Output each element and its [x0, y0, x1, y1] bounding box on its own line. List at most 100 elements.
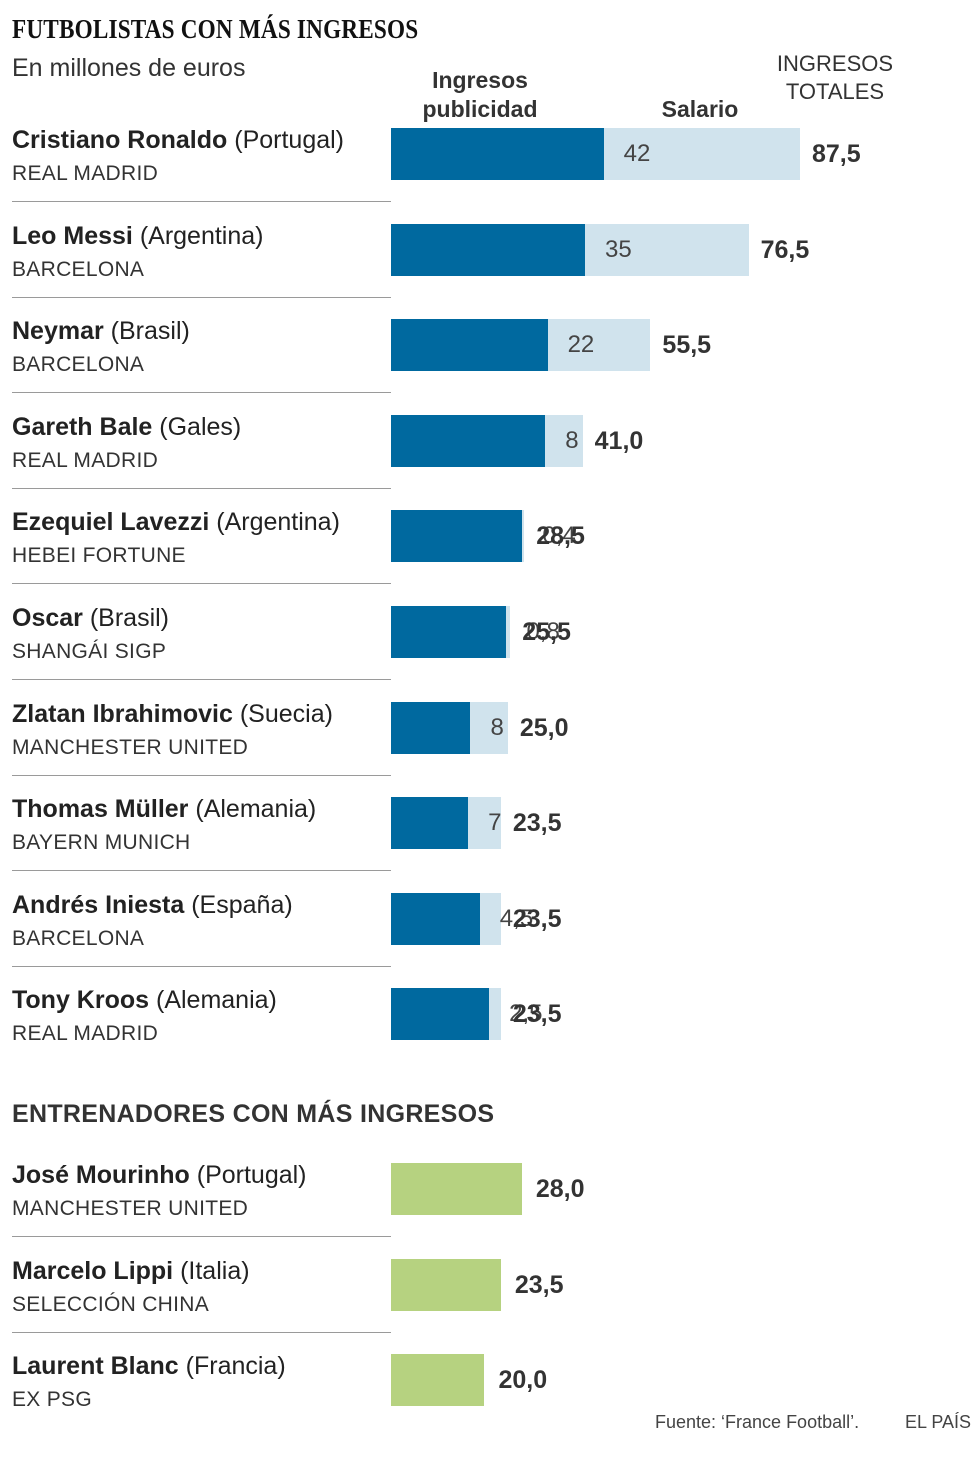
salario-label: 22: [567, 331, 595, 358]
club-label: EX PSG: [12, 1388, 92, 1411]
bar-publicidad: [391, 797, 469, 849]
row-separator: [12, 297, 391, 298]
bar-salario: [479, 893, 501, 945]
bar-salario: [603, 128, 800, 180]
total-label: 20,0: [498, 1366, 548, 1394]
bar-total: [391, 1259, 501, 1311]
salario-label: 42: [623, 140, 651, 167]
club-label: SELECCIÓN CHINA: [12, 1293, 210, 1316]
brand-label: EL PAÍS: [905, 1412, 972, 1432]
row-name: Thomas Müller (Alemania): [12, 795, 316, 824]
bar-publicidad: [391, 606, 507, 658]
coaches-title: ENTRENADORES CON MÁS INGRESOS: [12, 1100, 495, 1128]
person-country: (Suecia): [232, 700, 333, 728]
salario-label: 2,5: [509, 1000, 543, 1027]
bar-publicidad: [391, 988, 490, 1040]
person-name: Zlatan Ibrahimovic: [12, 700, 233, 728]
person-name: Laurent Blanc: [12, 1352, 179, 1380]
person-country: (Argentina): [209, 508, 340, 536]
person-name: Cristiano Ronaldo: [12, 126, 228, 154]
club-label: REAL MADRID: [12, 1022, 159, 1045]
row-separator: [12, 201, 391, 202]
row-separator: [12, 775, 391, 776]
row-name: Zlatan Ibrahimovic (Suecia): [12, 700, 333, 729]
salario-label: 8: [490, 714, 504, 741]
row-name: Cristiano Ronaldo (Portugal): [12, 126, 344, 155]
person-name: José Mourinho: [12, 1161, 190, 1189]
row-separator: [12, 966, 391, 967]
club-label: REAL MADRID: [12, 162, 159, 185]
person-country: (Argentina): [132, 222, 264, 250]
person-country: (Gales): [152, 413, 242, 441]
legend-totales: INGRESOS TOTALES: [776, 51, 894, 104]
person-name: Ezequiel Lavezzi: [12, 508, 210, 536]
person-name: Neymar: [12, 317, 104, 345]
row-separator: [12, 870, 391, 871]
person-name: Tony Kroos: [12, 986, 150, 1014]
salario-label: 4,5: [499, 905, 534, 932]
total-label: 28,5: [536, 522, 585, 550]
bar-total: [391, 1354, 485, 1406]
row-separator: [12, 679, 391, 680]
total-label: 41,0: [594, 427, 644, 455]
row-separator: [12, 1332, 391, 1333]
row-name: Marcelo Lippi (Italia): [12, 1257, 250, 1286]
person-country: (Italia): [173, 1257, 250, 1285]
salario-label: 7: [488, 809, 502, 836]
row-separator: [12, 583, 391, 584]
club-label: REAL MADRID: [12, 449, 159, 472]
row-name: Leo Messi (Argentina): [12, 222, 264, 251]
person-country: (Alemania): [149, 986, 277, 1014]
bar-publicidad: [391, 319, 548, 371]
row-name: Neymar (Brasil): [12, 317, 190, 346]
total-label: 55,5: [662, 331, 712, 359]
chart-subtitle: En millones de euros: [12, 54, 246, 82]
total-label: 23,5: [512, 905, 562, 933]
person-name: Oscar: [12, 604, 83, 632]
person-name: Marcelo Lippi: [12, 1257, 174, 1285]
salario-label: 8: [565, 427, 579, 454]
row-name: Andrés Iniesta (España): [12, 891, 293, 920]
total-label: 28,0: [535, 1175, 585, 1203]
row-separator: [12, 1236, 391, 1237]
total-label: 23,5: [512, 1000, 562, 1028]
bar-salario: [489, 988, 501, 1040]
bar-salario: [468, 797, 501, 849]
club-label: BARCELONA: [12, 353, 145, 376]
row-name: José Mourinho (Portugal): [12, 1161, 307, 1190]
total-label: 25,0: [519, 714, 569, 742]
legend-publicidad: Ingresos publicidad: [422, 67, 538, 122]
bar-publicidad: [391, 224, 585, 276]
total-label: 23,5: [512, 809, 562, 837]
person-country: (Portugal): [189, 1161, 307, 1189]
club-label: BARCELONA: [12, 258, 145, 281]
legend-salario: Salario: [661, 96, 739, 122]
club-label: HEBEI FORTUNE: [12, 544, 186, 567]
bar-salario: [506, 606, 511, 658]
person-country: (Portugal): [227, 126, 345, 154]
row-name: Ezequiel Lavezzi (Argentina): [12, 508, 340, 537]
person-country: (Brasil): [103, 317, 190, 345]
bar-publicidad: [391, 128, 604, 180]
salario-label: 0,8: [526, 618, 560, 645]
person-name: Leo Messi: [12, 222, 133, 250]
bar-publicidad: [391, 415, 546, 467]
person-name: Thomas Müller: [12, 795, 189, 823]
chart-title: FUTBOLISTAS CON MÁS INGRESOS: [12, 14, 419, 44]
row-name: Oscar (Brasil): [12, 604, 169, 633]
row-separator: [12, 488, 391, 489]
club-label: BAYERN MUNICH: [12, 831, 191, 854]
bar-salario: [522, 510, 525, 562]
bar-publicidad: [391, 893, 480, 945]
row-name: Laurent Blanc (Francia): [12, 1352, 286, 1381]
row-name: Tony Kroos (Alemania): [12, 986, 277, 1015]
total-label: 76,5: [760, 236, 810, 264]
row-name: Gareth Bale (Gales): [12, 413, 241, 442]
bar-salario: [547, 319, 651, 371]
total-label: 23,5: [514, 1271, 564, 1299]
club-label: BARCELONA: [12, 927, 145, 950]
source-note: Fuente: ‘France Football’.: [655, 1412, 860, 1432]
person-country: (España): [184, 891, 293, 919]
row-separator: [12, 392, 391, 393]
bar-salario: [545, 415, 583, 467]
